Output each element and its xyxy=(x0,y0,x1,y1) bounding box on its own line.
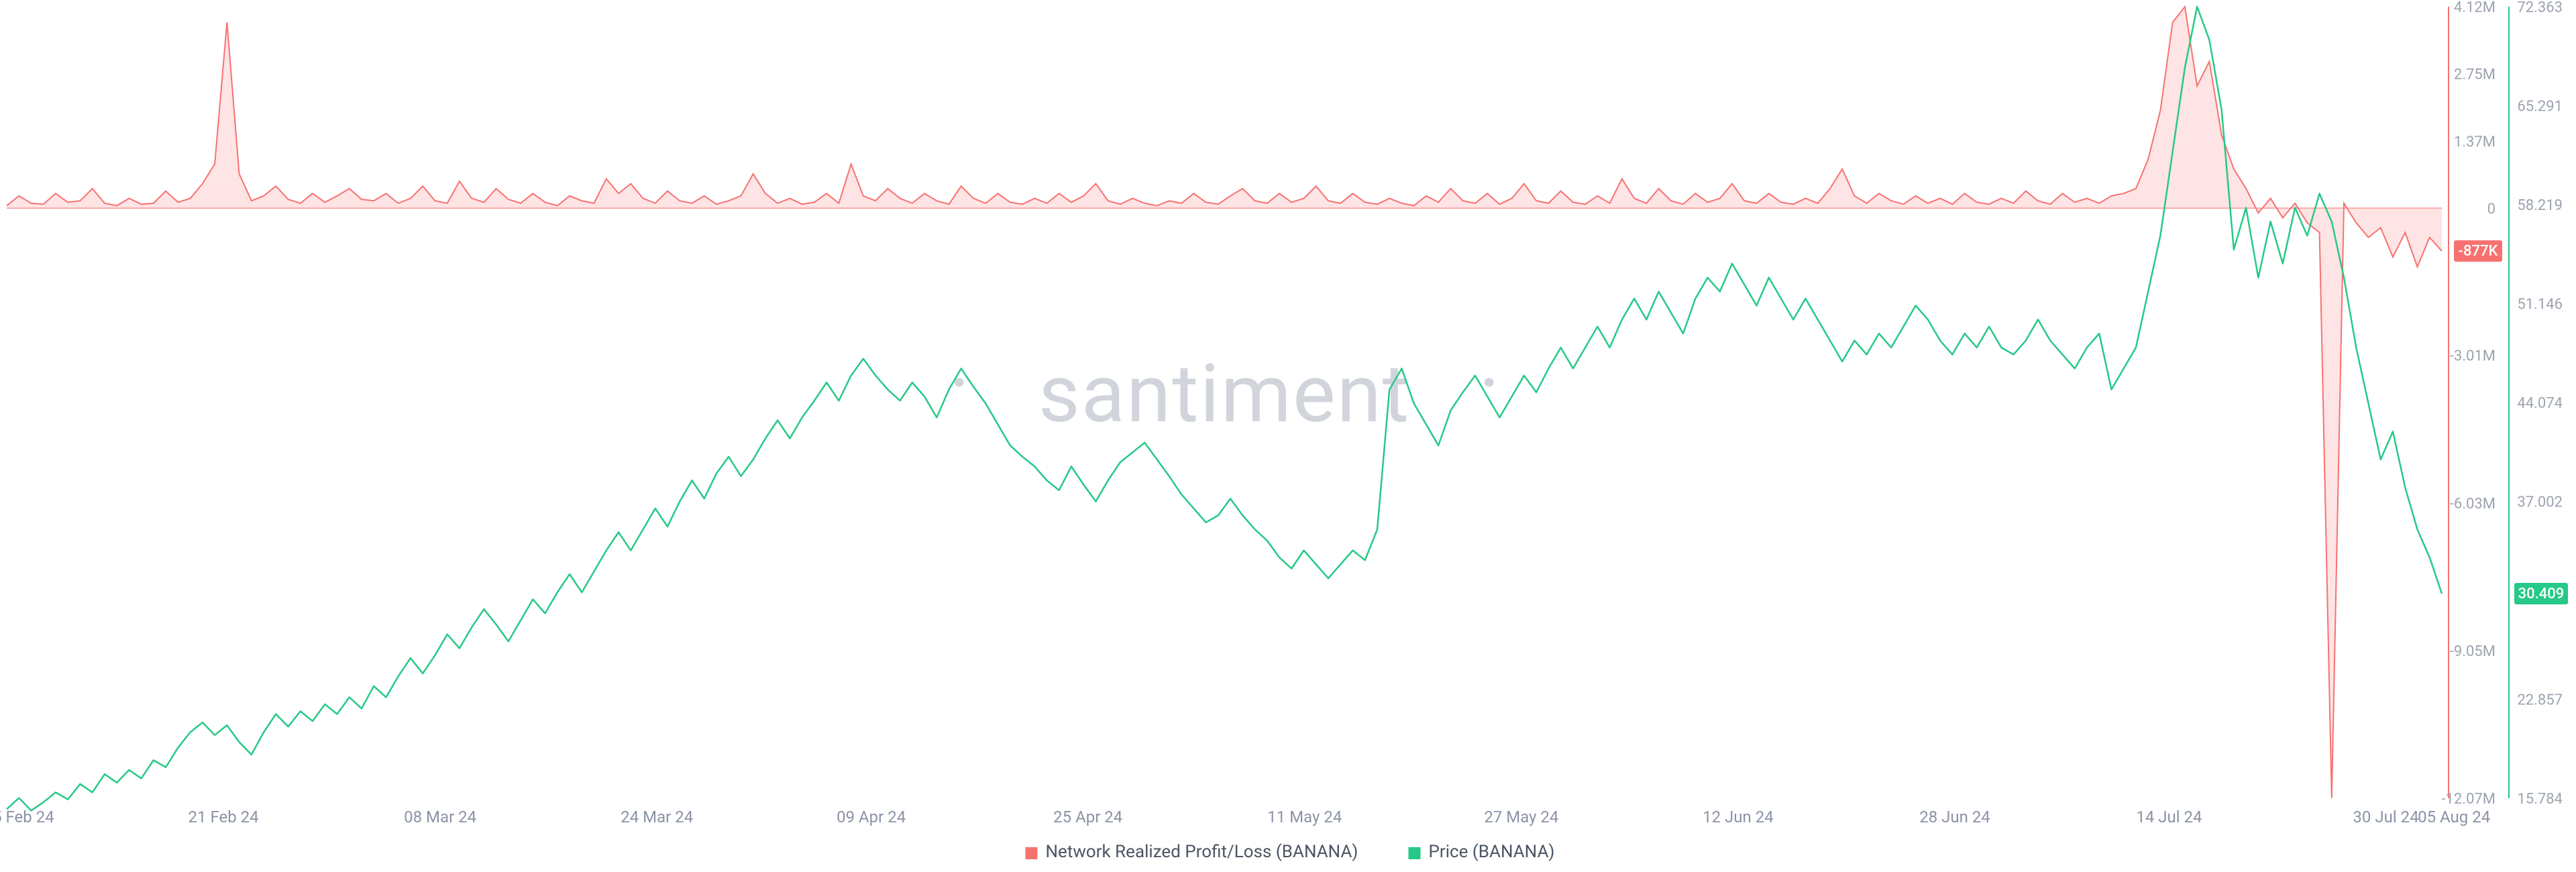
y-right-badge-text: 30.409 xyxy=(2518,586,2565,602)
svg-text:·: · xyxy=(1479,337,1499,431)
x-tick-label: 11 May 24 xyxy=(1267,808,1342,826)
y-left-tick-label: -9.05M xyxy=(2450,643,2496,660)
y-left-tick-label: -12.07M xyxy=(2441,791,2496,808)
y-left-tick-label: -3.01M xyxy=(2450,348,2496,365)
x-tick-label: 14 Jul 24 xyxy=(2136,808,2202,826)
y-right-tick-label: 44.074 xyxy=(2517,395,2563,412)
x-tick-label: 12 Jun 24 xyxy=(1703,808,1774,826)
x-tick-label: 28 Jun 24 xyxy=(1919,808,1990,826)
y-right-tick-label: 22.857 xyxy=(2517,692,2563,708)
x-tick-label: 25 Apr 24 xyxy=(1053,808,1122,826)
y-left-tick-label: 4.12M xyxy=(2454,0,2496,16)
watermark-text: santiment xyxy=(1038,347,1410,441)
chart-container: ·santiment·05 Feb 2421 Feb 2408 Mar 2424… xyxy=(0,0,2576,872)
y-right-tick-label: 58.219 xyxy=(2517,197,2563,214)
chart-svg: ·santiment·05 Feb 2421 Feb 2408 Mar 2424… xyxy=(0,0,2576,872)
y-right-tick-label: 51.146 xyxy=(2517,296,2563,313)
y-right-tick-label: 37.002 xyxy=(2517,494,2563,510)
x-tick-label: 09 Apr 24 xyxy=(837,808,906,826)
y-left-tick-label: 1.37M xyxy=(2454,133,2496,150)
legend-item-profit-loss-label: Network Realized Profit/Loss (BANANA) xyxy=(1046,842,1358,862)
y-right-tick-label: 15.784 xyxy=(2517,791,2563,808)
x-tick-label: 21 Feb 24 xyxy=(189,808,259,826)
x-tick-label: 08 Mar 24 xyxy=(404,808,476,826)
y-right-tick-label: 65.291 xyxy=(2517,98,2563,115)
x-tick-label: 30 Jul 24 xyxy=(2353,808,2418,826)
legend: Network Realized Profit/Loss (BANANA) Pri… xyxy=(1026,842,1555,862)
y-right-tick-label: 72.363 xyxy=(2517,0,2563,16)
x-tick-label: 05 Feb 24 xyxy=(0,808,54,826)
y-left-badge-text: -877K xyxy=(2459,243,2498,260)
y-left-tick-label: 0 xyxy=(2487,201,2496,217)
legend-item-price-swatch xyxy=(1409,847,1421,859)
legend-item-price-label: Price (BANANA) xyxy=(1429,842,1555,862)
x-tick-label: 27 May 24 xyxy=(1484,808,1558,826)
y-left-tick-label: 2.75M xyxy=(2454,66,2496,83)
x-tick-label: 05 Aug 24 xyxy=(2418,808,2490,826)
legend-item-profit-loss-swatch xyxy=(1026,847,1038,859)
y-left-tick-label: -6.03M xyxy=(2450,496,2496,512)
x-tick-label: 24 Mar 24 xyxy=(621,808,693,826)
